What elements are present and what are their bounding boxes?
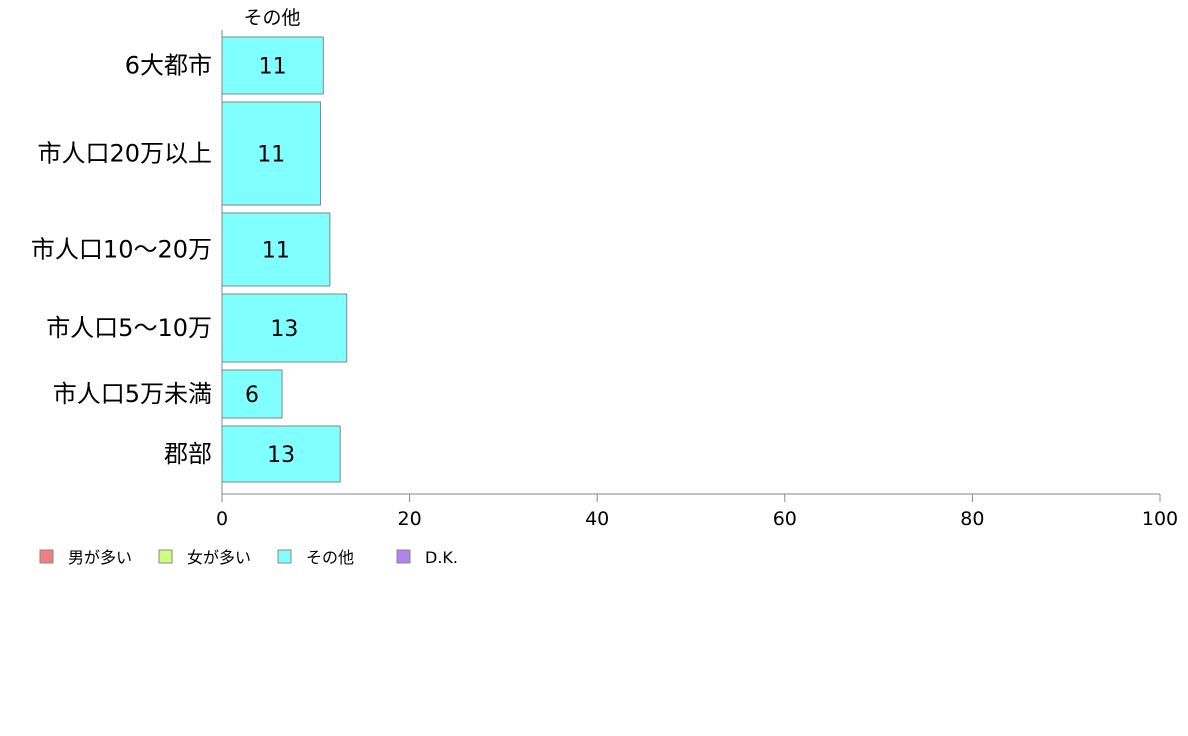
bar-segment bbox=[221, 425, 341, 483]
legend-label: D.K. bbox=[425, 548, 458, 567]
x-tick-label: 0 bbox=[216, 508, 228, 530]
bar-segment bbox=[221, 101, 321, 206]
bars bbox=[221, 36, 348, 483]
x-tick-label: 80 bbox=[960, 508, 984, 530]
bar-value-label: 6 bbox=[245, 383, 259, 408]
bar-value-label: 13 bbox=[270, 317, 298, 342]
bar-value-labels: 11 11 11 13 6 13 bbox=[245, 55, 298, 469]
bar-segment bbox=[221, 36, 324, 95]
legend-label: 女が多い bbox=[187, 548, 251, 567]
legend-swatch bbox=[396, 549, 411, 564]
bar-value-label: 11 bbox=[262, 239, 290, 264]
bar-segment bbox=[221, 293, 348, 363]
bar-segment bbox=[221, 369, 283, 419]
legend-swatch bbox=[277, 549, 292, 564]
x-tick-label: 100 bbox=[1142, 508, 1178, 530]
category-label: 市人口5〜10万 bbox=[46, 314, 212, 342]
legend-label: その他 bbox=[306, 548, 354, 567]
x-tick-label: 60 bbox=[773, 508, 797, 530]
category-label: 市人口5万未満 bbox=[53, 380, 212, 408]
bar-value-label: 11 bbox=[257, 143, 285, 168]
legend-swatch bbox=[39, 549, 54, 564]
bar-value-label: 13 bbox=[267, 443, 295, 468]
bar-segment bbox=[221, 212, 331, 287]
category-label: 市人口20万以上 bbox=[37, 140, 212, 168]
series-header-label: その他 bbox=[243, 7, 300, 29]
x-tick-label: 20 bbox=[398, 508, 422, 530]
category-label: 6大都市 bbox=[125, 52, 212, 80]
legend-label: 男が多い bbox=[68, 548, 132, 567]
x-tick-label: 40 bbox=[585, 508, 609, 530]
x-axis: 0 20 40 60 80 100 bbox=[216, 30, 1178, 530]
bar-value-label: 11 bbox=[259, 55, 287, 80]
category-label: 市人口10〜20万 bbox=[31, 236, 212, 264]
legend-swatch bbox=[158, 549, 173, 564]
category-label: 郡部 bbox=[164, 440, 212, 468]
legend: 男が多い 女が多い その他 D.K. bbox=[39, 548, 458, 567]
